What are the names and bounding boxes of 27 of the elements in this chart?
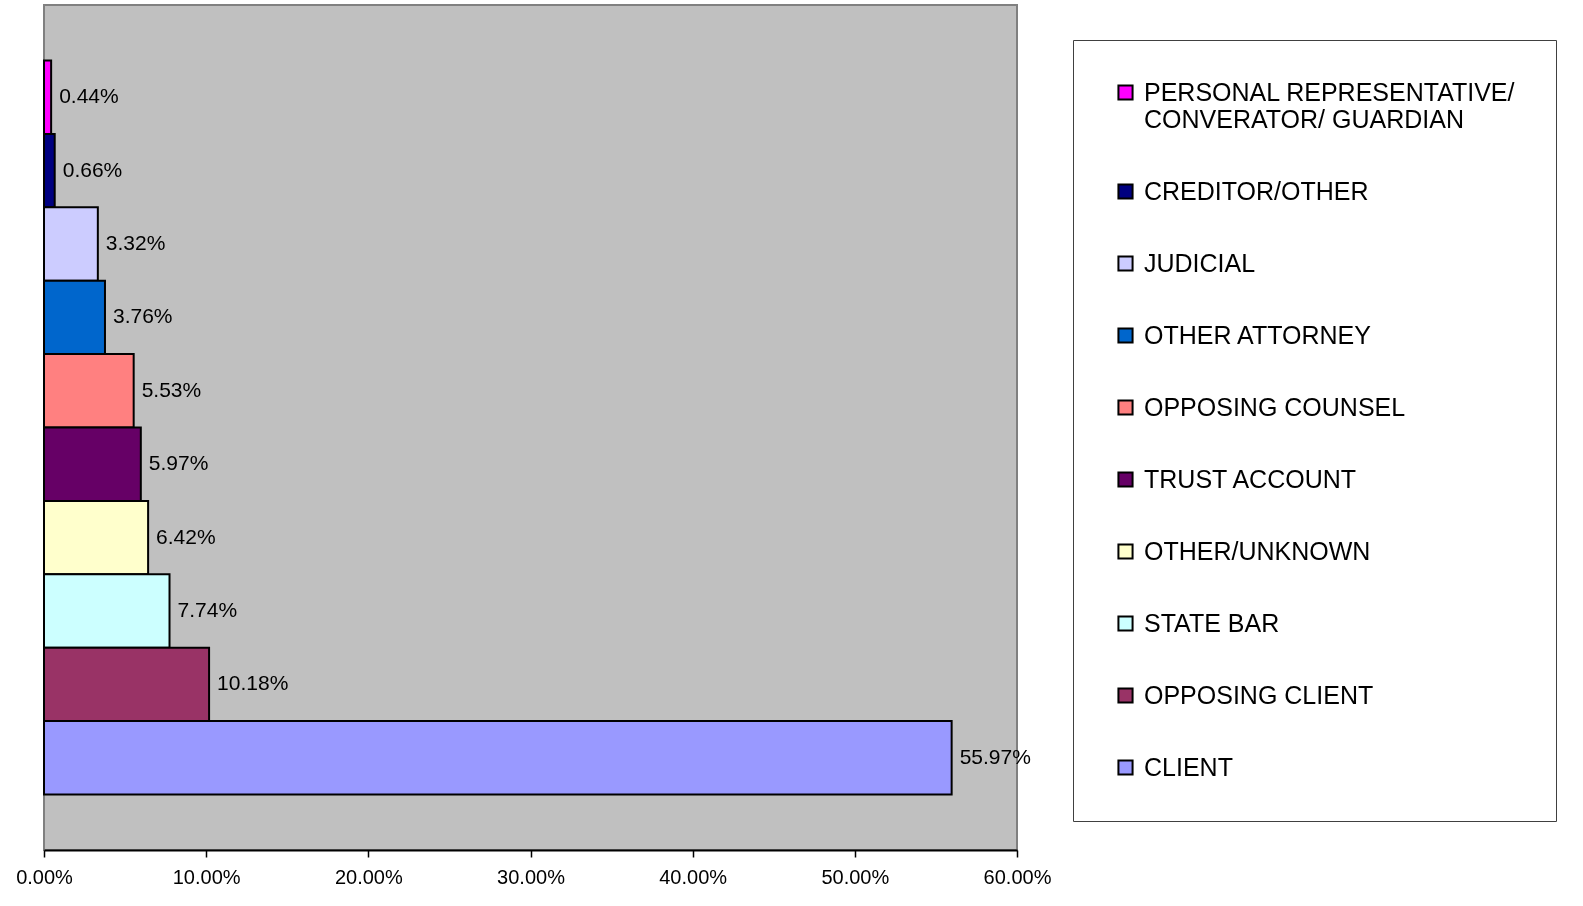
legend-label: PERSONAL REPRESENTATIVE/ CONVERATOR/ GUARDIAN xyxy=(1144,77,1515,133)
data-label: 0.66% xyxy=(62,157,123,181)
data-label: 3.32% xyxy=(105,231,166,255)
data-label: 3.76% xyxy=(112,304,173,328)
data-label: 55.97% xyxy=(959,744,1031,768)
legend-label: OPPOSING COUNSEL xyxy=(1144,392,1406,421)
legend-label: CREDITOR/OTHER xyxy=(1144,176,1369,205)
x-tick-label: 0.00% xyxy=(16,865,74,888)
legend-label: CLIENT xyxy=(1144,752,1233,781)
x-tick-label: 50.00% xyxy=(821,865,890,888)
data-label: 5.97% xyxy=(148,451,209,475)
x-tick-label: 10.00% xyxy=(172,865,241,888)
data-label: 6.42% xyxy=(156,524,216,548)
legend-label: OTHER ATTORNEY xyxy=(1144,320,1372,349)
legend-label: TRUST ACCOUNT xyxy=(1144,464,1357,493)
legend-label: JUDICIAL xyxy=(1144,248,1256,277)
x-tick-label: 30.00% xyxy=(497,865,566,888)
legend-label: OTHER/UNKNOWN xyxy=(1144,536,1371,565)
data-label: 10.18% xyxy=(217,671,289,695)
data-label: 5.53% xyxy=(141,377,202,401)
x-tick-label: 20.00% xyxy=(334,865,403,888)
data-label: 7.74% xyxy=(177,597,238,621)
x-tick-label: 40.00% xyxy=(659,865,728,888)
legend-label: STATE BAR xyxy=(1144,608,1280,637)
legend-label: OPPOSING CLIENT xyxy=(1144,680,1374,709)
x-tick-label: 60.00% xyxy=(983,865,1052,888)
data-label: 0.44% xyxy=(59,84,119,108)
